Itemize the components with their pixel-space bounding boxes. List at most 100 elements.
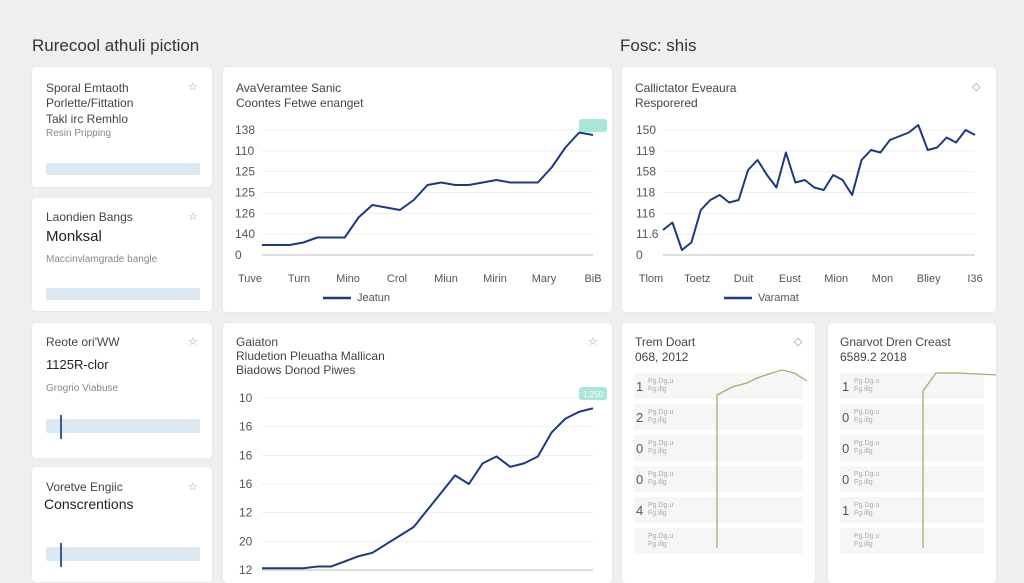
- summary-card-2[interactable]: Laondien Bangs Monksal Maccinvlamgrade b…: [32, 198, 212, 311]
- x-tick-label: Bliey: [917, 273, 941, 285]
- x-tick-label: Tuve: [238, 273, 262, 285]
- x-tick-label: Turn: [288, 273, 310, 285]
- row-text: Pg.Dg.u Fg.illg: [648, 471, 674, 486]
- table-subtitle: 6589.2 2018: [840, 350, 907, 364]
- line-chart: 150 119 158 118 116 11.6 0 Tlom Toetz Duit Eust Mio…: [636, 123, 983, 304]
- star-icon[interactable]: ☆: [188, 81, 198, 93]
- chart-title: Callictator Eveaura: [635, 81, 737, 95]
- row-number: 1: [842, 503, 850, 518]
- x-tick-label: Tlom: [639, 273, 663, 285]
- table-row[interactable]: [634, 497, 803, 523]
- value-badge: [579, 387, 607, 400]
- row-number: 0: [636, 472, 644, 487]
- table-title: Gnarvot Dren Creast: [840, 335, 951, 349]
- star-icon[interactable]: ☆: [188, 481, 198, 493]
- data-line: [262, 407, 594, 570]
- y-tick-label: 126: [235, 206, 255, 220]
- chart-subtitle: Rludetion Pleuatha Mallican: [236, 349, 385, 363]
- row-text: Pg.Dg.u Fg.illg: [854, 378, 880, 393]
- star-icon[interactable]: ☆: [588, 336, 598, 348]
- row-number: 1: [842, 379, 850, 394]
- y-tick-label: 10: [239, 391, 253, 405]
- star-icon[interactable]: ☆: [188, 211, 198, 223]
- y-tick-label: 16: [239, 420, 253, 434]
- y-tick-label: 116: [636, 206, 655, 220]
- row-number: 0: [842, 410, 850, 425]
- row-text: Pg.Dg.u Fg.illg: [854, 533, 880, 548]
- table-subtitle: 068, 2012: [635, 350, 689, 364]
- table-row[interactable]: [634, 528, 803, 554]
- x-tick-label: Crol: [387, 273, 407, 285]
- chart-card-2: Callictator Eveaura Resporered ◇ 150 119 1…: [622, 67, 996, 312]
- table-row[interactable]: [840, 404, 984, 430]
- star-icon[interactable]: ☆: [188, 336, 198, 348]
- data-line: [662, 124, 976, 251]
- row-text: Pg.Dg.u Fg.illg: [648, 502, 674, 517]
- summary-card-3[interactable]: Reote ori'WW 1125R-clor Grogrio Viabuse …: [32, 323, 212, 458]
- chart-card-1: AvaVeramtee Sanic Coontes Fetwe enanget …: [223, 67, 612, 312]
- card-label: Voretve Engiic: [46, 480, 123, 494]
- legend-label: Varamat: [758, 292, 799, 304]
- settings-icon[interactable]: ◇: [794, 336, 803, 348]
- summary-card-1[interactable]: Sporal Emtaoth Porlette/Fittation Takl i…: [32, 67, 212, 187]
- settings-icon[interactable]: ◇: [972, 81, 981, 93]
- chart-subtitle-2: Biadows Donod Piwes: [236, 363, 356, 377]
- x-tick-label: Mion: [824, 273, 848, 285]
- card-value: Monksal: [46, 228, 102, 245]
- line-chart: 10 16 16 16 12 20 12 1,250: [239, 387, 607, 577]
- x-tick-label: Mon: [872, 273, 893, 285]
- row-text: Pg.Dg.u Fg.illg: [854, 502, 880, 517]
- table-title: Trem Doart: [635, 335, 696, 349]
- row-text: Pg.Dg.u Fg.illg: [854, 471, 880, 486]
- table-row[interactable]: [634, 435, 803, 461]
- card-sub: Maccinvlamgrade bangle: [46, 254, 158, 265]
- row-text: Pg.Dg.u Fg.illg: [648, 440, 674, 455]
- row-number: 4: [636, 503, 644, 518]
- y-tick-label: 0: [235, 248, 242, 262]
- mini-line: [716, 369, 808, 548]
- y-tick-label: 16: [239, 448, 253, 462]
- table-row[interactable]: [840, 528, 984, 554]
- x-tick-label: Eust: [779, 273, 801, 285]
- card-line: Takl irc Remhlo: [46, 112, 129, 126]
- row-number: 0: [842, 472, 850, 487]
- table-row[interactable]: [840, 497, 984, 523]
- marker-line: [60, 543, 62, 567]
- x-tick-label: Mary: [532, 273, 557, 285]
- x-tick-label: Toetz: [684, 273, 710, 285]
- summary-card-4[interactable]: Voretve Engiic Conscrentions ☆: [32, 467, 212, 582]
- value-badge: [579, 119, 607, 132]
- row-number: 1: [636, 379, 644, 394]
- y-tick-label: 125: [235, 165, 255, 179]
- chart-subtitle: Coontes Fetwe enanget: [236, 96, 364, 110]
- x-tick-label: Mino: [336, 273, 360, 285]
- y-tick-label: 110: [235, 144, 254, 158]
- y-tick-label: 140: [235, 227, 255, 241]
- line-chart: 138 110 125 125 126 140 0 Tuve Turn Mino Crol Miun M…: [235, 119, 607, 304]
- table-card-2: Gnarvot Dren Creast 6589.2 2018 1 Pg.Dg.u…: [828, 323, 996, 583]
- row-text: Pg.Dg.u Fg.illg: [648, 378, 674, 393]
- x-tick-label: I36: [967, 273, 982, 285]
- y-tick-label: 11.6: [636, 227, 659, 241]
- page-title: Rurecool athuli piction: [32, 36, 200, 55]
- y-tick-label: 12: [239, 506, 253, 520]
- table-row[interactable]: [840, 466, 984, 492]
- table-row[interactable]: [634, 404, 803, 430]
- row-number: 2: [636, 410, 644, 425]
- x-tick-label: Miun: [434, 273, 458, 285]
- y-tick-label: 150: [636, 123, 656, 137]
- card-line: Porlette/Fittation: [46, 96, 134, 110]
- table-row[interactable]: [840, 373, 984, 399]
- chart-subtitle: Resporered: [635, 96, 698, 110]
- table-row[interactable]: [840, 435, 984, 461]
- y-tick-label: 16: [239, 477, 253, 491]
- x-tick-label: BiB: [584, 273, 601, 285]
- table-card-1: Trem Doart 068, 2012 ◇ 1 Pg.Dg.u Fg.illg 2…: [622, 323, 815, 583]
- row-text: Pg.Dg.u Fg.illg: [854, 440, 880, 455]
- y-tick-label: 118: [636, 186, 655, 200]
- sparkline-bar: [46, 419, 200, 433]
- y-tick-label: 125: [235, 186, 255, 200]
- row-text: Pg.Dg.u Fg.illg: [648, 533, 674, 548]
- y-tick-label: 0: [636, 248, 643, 262]
- table-row[interactable]: [634, 466, 803, 492]
